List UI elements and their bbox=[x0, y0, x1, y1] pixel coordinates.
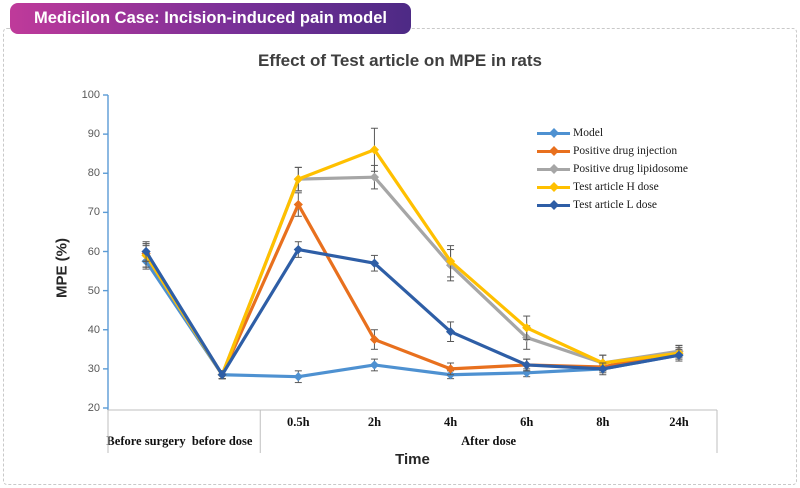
header-banner-label: Medicilon Case: Incision-induced pain mo… bbox=[34, 9, 387, 27]
chart-title: Effect of Test article on MPE in rats bbox=[257, 51, 543, 70]
x-category-label: 2h bbox=[367, 415, 382, 429]
data-point-marker bbox=[522, 360, 532, 370]
legend-label: Test article H dose bbox=[573, 181, 659, 193]
y-tick-label: 30 bbox=[87, 362, 100, 375]
legend-item: Model bbox=[537, 124, 688, 142]
legend-line-marker-icon bbox=[537, 200, 570, 210]
data-point-marker bbox=[445, 256, 456, 266]
data-point-marker bbox=[369, 360, 380, 370]
x-group-label: After dose bbox=[461, 434, 517, 448]
legend-diamond-icon bbox=[548, 146, 559, 156]
legend-item: Positive drug injection bbox=[537, 142, 688, 160]
legend-diamond-icon bbox=[548, 200, 559, 210]
legend-item: Positive drug lipidosome bbox=[537, 160, 688, 178]
data-point-marker bbox=[369, 258, 380, 268]
y-tick-label: 80 bbox=[87, 167, 100, 180]
data-point-marker bbox=[293, 199, 303, 210]
x-category-label: 6h bbox=[520, 415, 534, 429]
y-tick-label: 60 bbox=[87, 245, 100, 258]
data-point-marker bbox=[293, 244, 303, 255]
x-category-label: before dose bbox=[191, 434, 253, 448]
x-category-label: 0.5h bbox=[287, 415, 310, 429]
header-banner: Medicilon Case: Incision-induced pain mo… bbox=[10, 3, 411, 34]
data-point-marker bbox=[369, 172, 380, 182]
data-point-marker bbox=[674, 350, 684, 360]
y-tick-label: 20 bbox=[87, 402, 100, 414]
legend-label: Test article L dose bbox=[573, 199, 658, 211]
legend-diamond-icon bbox=[548, 128, 559, 138]
series-line bbox=[144, 259, 681, 379]
legend-item: Test article H dose bbox=[537, 178, 688, 196]
legend-label: Positive drug lipidosome bbox=[573, 163, 688, 175]
data-point-marker bbox=[522, 323, 532, 333]
y-tick-label: 90 bbox=[87, 128, 100, 141]
legend-diamond-icon bbox=[548, 164, 559, 174]
data-point-marker bbox=[369, 334, 380, 345]
y-tick-label: 40 bbox=[87, 323, 100, 336]
x-axis-title: Time bbox=[395, 451, 430, 468]
series-line bbox=[144, 148, 681, 377]
x-category-label: 8h bbox=[596, 415, 610, 429]
data-point-marker bbox=[522, 368, 532, 378]
y-tick-label: 70 bbox=[87, 206, 100, 219]
data-point-marker bbox=[293, 372, 303, 382]
data-point-marker bbox=[445, 327, 456, 337]
x-category-label: 24h bbox=[669, 415, 689, 429]
data-point-marker bbox=[293, 174, 303, 184]
legend-line-marker-icon bbox=[537, 146, 570, 156]
y-tick-label: 100 bbox=[81, 89, 100, 101]
legend-label: Positive drug injection bbox=[573, 145, 678, 157]
x-category-label: 4h bbox=[443, 415, 458, 429]
chart-legend: Model Positive drug injection Positive dru… bbox=[537, 124, 688, 214]
data-point-marker bbox=[217, 370, 227, 380]
data-point-marker bbox=[445, 364, 456, 374]
data-point-marker bbox=[141, 246, 151, 257]
data-point-marker bbox=[598, 364, 608, 374]
series-line bbox=[144, 202, 681, 377]
legend-line-marker-icon bbox=[537, 164, 570, 174]
legend-diamond-icon bbox=[548, 182, 559, 192]
x-category-label: Before surgery bbox=[106, 434, 186, 448]
legend-item: Test article L dose bbox=[537, 196, 688, 214]
y-tick-label: 50 bbox=[87, 284, 100, 297]
legend-line-marker-icon bbox=[537, 182, 570, 192]
legend-label: Model bbox=[573, 127, 604, 139]
series-line bbox=[144, 247, 681, 377]
legend-line-marker-icon bbox=[537, 128, 570, 138]
data-point-marker bbox=[369, 145, 380, 155]
